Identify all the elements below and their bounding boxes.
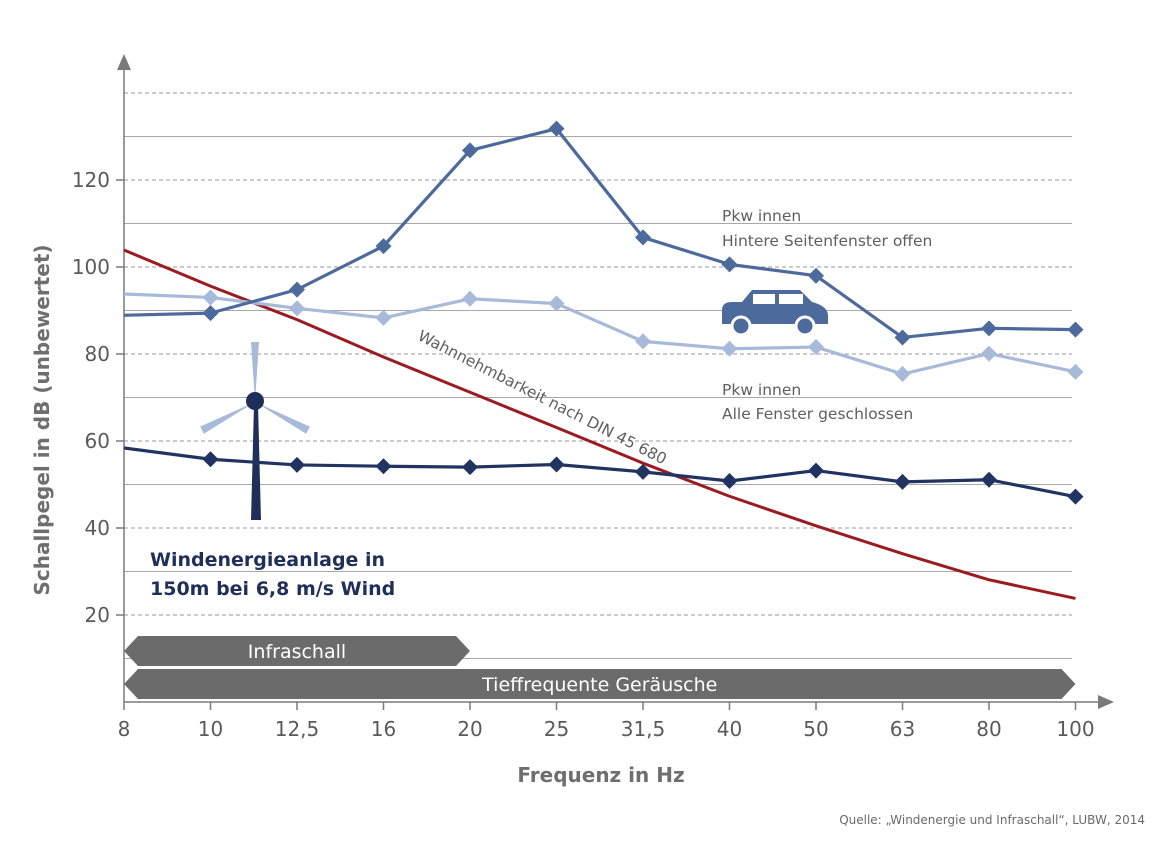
- y-tick-label: 100: [72, 255, 110, 279]
- y-tick-labels: 20 40 60 80 100 120: [72, 168, 124, 627]
- series-point: [808, 339, 824, 356]
- series-point: [808, 462, 824, 479]
- series-point: [548, 120, 565, 137]
- x-tick-label: 20: [457, 717, 482, 741]
- y-tick-label: 20: [85, 603, 110, 627]
- series-line: [123, 292, 1076, 376]
- car-closed-label-line1: Pkw innen: [722, 381, 801, 399]
- series-point: [462, 290, 478, 307]
- series-point: [375, 458, 392, 475]
- car-open-label-line2: Hintere Seitenfenster offen: [722, 232, 932, 250]
- series-point: [548, 456, 565, 473]
- x-tick-label: 100: [1056, 717, 1094, 741]
- y-axis-title: Schallpegel in dB (unbewertet): [30, 244, 54, 595]
- band-arrow: [124, 669, 1076, 699]
- x-tick-label: 40: [717, 717, 742, 741]
- series-point: [981, 320, 997, 337]
- car-icon: [722, 290, 828, 337]
- source-note: Quelle: „Windenergie und Infraschall“, L…: [839, 813, 1145, 827]
- wind-label-line1: Windenergieanlage in: [150, 549, 385, 571]
- y-axis-arrow-icon: [117, 54, 131, 70]
- series-point: [1067, 488, 1084, 505]
- car-closed-label-line2: Alle Fenster geschlossen: [722, 405, 913, 423]
- band-label: Tieffrequente Geräusche: [481, 674, 717, 696]
- series-point: [375, 309, 392, 326]
- y-tick-label: 80: [85, 342, 110, 366]
- x-axis-title: Frequenz in Hz: [517, 763, 684, 787]
- axes: [117, 54, 1114, 709]
- series-point: [808, 267, 824, 284]
- series-point: [894, 473, 911, 490]
- series-point: [981, 471, 997, 488]
- series-line: [123, 446, 1076, 499]
- series-point: [289, 456, 305, 473]
- series-point: [462, 459, 478, 476]
- series-point: [894, 366, 911, 383]
- series-point: [548, 295, 565, 312]
- wind-turbine-icon: [200, 342, 310, 520]
- y-tick-label: 120: [72, 168, 110, 192]
- x-tick-label: 8: [118, 717, 131, 741]
- series-point: [721, 340, 738, 357]
- series-point: [202, 289, 219, 306]
- series-point: [289, 281, 305, 298]
- series-point: [721, 473, 738, 490]
- series-point: [462, 142, 478, 159]
- wind-label-line2: 150m bei 6,8 m/s Wind: [150, 578, 395, 600]
- series-point: [635, 463, 651, 480]
- series-point: [635, 333, 651, 350]
- series-point: [202, 305, 219, 322]
- x-tick-label: 16: [371, 717, 396, 741]
- x-axis-arrow-icon: [1098, 695, 1114, 709]
- band-arrow: [124, 636, 470, 666]
- y-tick-label: 60: [85, 429, 110, 453]
- y-tick-label: 40: [85, 516, 110, 540]
- series-line: [123, 248, 1076, 600]
- series-point: [894, 329, 911, 346]
- x-tick-label: 31,5: [621, 717, 666, 741]
- series-point: [375, 238, 392, 255]
- x-tick-label: 25: [544, 717, 569, 741]
- series-point: [1067, 321, 1084, 338]
- x-tick-label: 50: [803, 717, 828, 741]
- series-point: [202, 451, 219, 468]
- series-point: [981, 345, 997, 362]
- x-tick-label: 63: [890, 717, 915, 741]
- series-point: [1067, 363, 1084, 380]
- frequency-bands: Infraschall Tieffrequente Geräusche: [124, 636, 1076, 699]
- series-point: [289, 300, 305, 317]
- series-layer: [123, 120, 1084, 600]
- car-open-label-line1: Pkw innen: [722, 207, 801, 225]
- series-point: [635, 229, 651, 246]
- band-label: Infraschall: [248, 641, 346, 663]
- x-tick-labels: 8 10 12,5 16 20 25 31,5 40 50 63 80 100: [118, 702, 1095, 741]
- x-tick-label: 80: [976, 717, 1001, 741]
- grid-lines: [124, 92, 1072, 659]
- series-point: [721, 256, 738, 273]
- series-line: [123, 127, 1076, 340]
- x-tick-label: 12,5: [275, 717, 320, 741]
- x-tick-label: 10: [198, 717, 223, 741]
